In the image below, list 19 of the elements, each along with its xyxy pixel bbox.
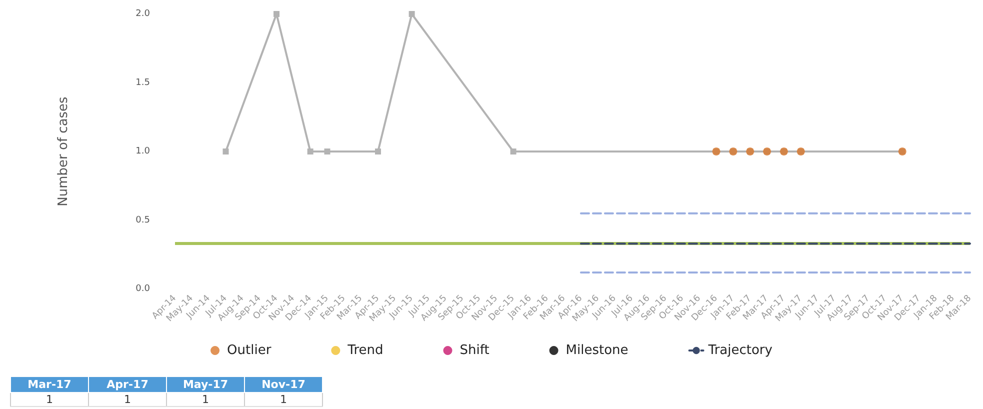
text: Apr-17	[88, 376, 166, 392]
text: 1	[244, 392, 322, 406]
y-axis-title: Number of cases	[56, 96, 71, 206]
y-tick-label: 1.5	[136, 78, 150, 88]
text: May-17	[166, 376, 244, 392]
text: 1	[88, 392, 166, 406]
text: Nov-17	[244, 376, 322, 392]
legend-label: Shift	[460, 343, 490, 358]
y-tick-label: 1.0	[136, 146, 150, 156]
legend-label: Trend	[346, 343, 384, 358]
text: 1	[10, 392, 88, 406]
text: Mar-17	[10, 376, 88, 392]
legend-label: Outlier	[227, 343, 272, 358]
legend-label: Trajectory	[707, 343, 773, 358]
legend-label: Milestone	[566, 343, 628, 358]
text: 1	[166, 392, 244, 406]
y-tick-label: 0.0	[136, 284, 150, 294]
y-tick-label: 0.5	[136, 215, 150, 226]
y-tick-label: 2.0	[136, 9, 150, 19]
